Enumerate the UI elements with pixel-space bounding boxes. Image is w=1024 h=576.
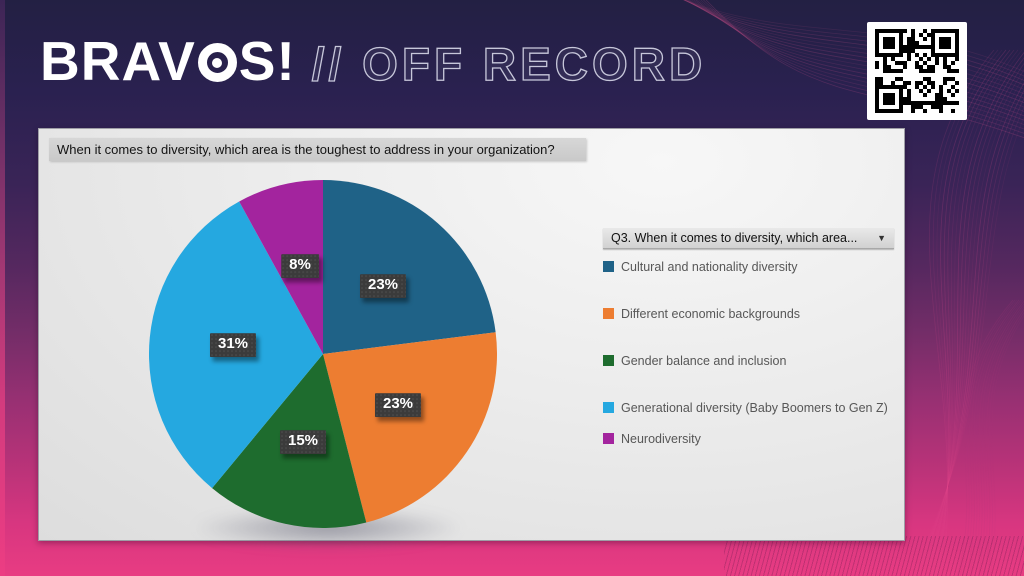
question-dropdown-label: Q3. When it comes to diversity, which ar… bbox=[611, 231, 858, 245]
brand-logo: BRAV S! bbox=[40, 34, 296, 89]
legend-swatch-icon bbox=[603, 308, 614, 319]
legend-item-label: Gender balance and inclusion bbox=[621, 354, 787, 368]
question-dropdown[interactable]: Q3. When it comes to diversity, which ar… bbox=[603, 228, 894, 249]
legend-item-label: Neurodiversity bbox=[621, 432, 701, 446]
brand-logo-o-glyph bbox=[197, 43, 237, 82]
legend-items: Cultural and nationality diversity Differ… bbox=[603, 259, 901, 447]
legend-item-1[interactable]: Different economic backgrounds bbox=[603, 306, 901, 322]
chevron-down-icon: ▼ bbox=[877, 233, 886, 243]
pie-slice-1[interactable] bbox=[323, 332, 497, 523]
legend-item-label: Cultural and nationality diversity bbox=[621, 260, 798, 274]
legend-panel: Q3. When it comes to diversity, which ar… bbox=[603, 228, 901, 478]
legend-item-2[interactable]: Gender balance and inclusion bbox=[603, 353, 901, 369]
legend-swatch-icon bbox=[603, 402, 614, 413]
pie-data-label-1: 23% bbox=[374, 393, 422, 417]
legend-item-4[interactable]: Neurodiversity bbox=[603, 431, 901, 447]
qr-code-tile bbox=[867, 22, 967, 120]
legend-item-0[interactable]: Cultural and nationality diversity bbox=[603, 259, 901, 275]
pie-data-label-2: 15% bbox=[279, 430, 327, 454]
legend-swatch-icon bbox=[603, 355, 614, 366]
bottom-right-hatch-decoration bbox=[724, 536, 1024, 576]
pie-slice-4[interactable] bbox=[239, 180, 323, 354]
header: BRAV S! // OFF RECORD bbox=[40, 34, 706, 89]
brand-logo-text-post: S! bbox=[238, 30, 296, 92]
legend-swatch-icon bbox=[603, 433, 614, 444]
pie-area: 23% 23% 15% 31% 8% bbox=[39, 129, 904, 549]
legend-item-3[interactable]: Generational diversity (Baby Boomers to … bbox=[603, 400, 901, 416]
question-title: When it comes to diversity, which area i… bbox=[49, 138, 586, 161]
left-edge-accent bbox=[0, 0, 5, 576]
legend-item-label: Different economic backgrounds bbox=[621, 307, 801, 321]
qr-code-icon bbox=[875, 29, 959, 113]
pie-data-label-0: 23% bbox=[359, 274, 407, 298]
slide-title-outline: // OFF RECORD bbox=[311, 38, 707, 90]
brand-logo-text-pre: BRAV bbox=[40, 30, 196, 92]
legend-swatch-icon bbox=[603, 261, 614, 272]
legend-item-label: Generational diversity (Baby Boomers to … bbox=[621, 401, 888, 415]
pie-slice-0[interactable] bbox=[323, 180, 496, 354]
chart-panel: When it comes to diversity, which area i… bbox=[38, 128, 905, 549]
pie-data-label-4: 8% bbox=[281, 254, 319, 278]
pie-data-label-3: 31% bbox=[209, 333, 257, 357]
pie-svg bbox=[149, 180, 497, 528]
